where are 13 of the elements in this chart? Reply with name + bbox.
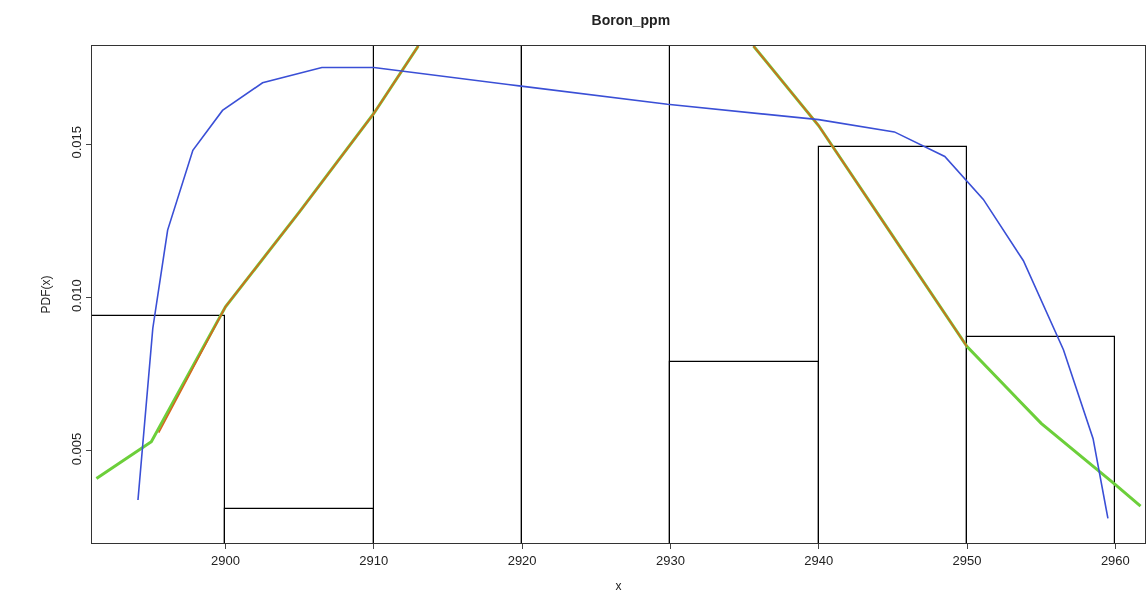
y-axis-title: PDF(x)	[39, 275, 54, 314]
y-tick-label: 0.010	[68, 279, 84, 312]
chart-title: Boron_ppm	[591, 11, 671, 28]
x-axis-title: x	[615, 579, 622, 594]
x-tick-label: 2930	[655, 552, 685, 568]
x-tick-label: 2960	[1100, 552, 1130, 568]
x-tick-label: 2900	[211, 552, 240, 568]
y-tick-label: 0.005	[68, 432, 84, 466]
x-tick-label: 2950	[952, 552, 982, 568]
x-tick-label: 2940	[804, 552, 834, 568]
x-tick-label: 2920	[507, 552, 537, 568]
x-tick-label: 2910	[359, 552, 389, 568]
y-tick-label: 0.015	[68, 125, 84, 159]
